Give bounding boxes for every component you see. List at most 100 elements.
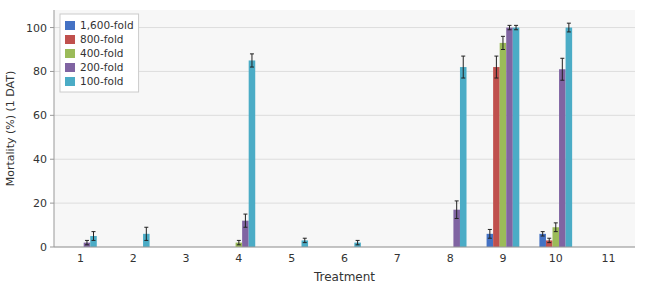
error-line xyxy=(245,214,246,227)
error-cap xyxy=(237,240,241,241)
error-cap xyxy=(461,56,465,57)
error-line xyxy=(516,25,517,29)
error-line xyxy=(86,240,87,244)
error-cap xyxy=(92,231,96,232)
tick-mark xyxy=(50,247,54,248)
error-bar xyxy=(356,240,360,244)
error-cap xyxy=(541,236,545,237)
tick-label: 1 xyxy=(77,252,84,265)
bar xyxy=(506,28,513,247)
error-cap xyxy=(567,23,571,24)
grid-line xyxy=(54,247,635,248)
legend-swatch xyxy=(65,77,75,86)
tick-label: 8 xyxy=(447,252,454,265)
bars xyxy=(84,23,572,247)
legend-swatch xyxy=(65,35,75,44)
tick-label: 60 xyxy=(33,109,47,122)
error-bar xyxy=(92,232,96,241)
error-cap xyxy=(92,240,96,241)
tick-mark xyxy=(50,27,54,28)
error-line xyxy=(509,25,510,29)
error-bar xyxy=(488,229,492,238)
plot-area xyxy=(54,10,635,247)
error-cap xyxy=(541,231,545,232)
y-axis: 020406080100 xyxy=(26,22,635,254)
error-bar xyxy=(461,56,465,78)
error-line xyxy=(562,58,563,80)
error-cap xyxy=(356,240,360,241)
bar xyxy=(493,67,500,247)
error-cap xyxy=(501,49,505,50)
grid-line xyxy=(54,203,635,204)
error-bar xyxy=(508,25,512,29)
error-line xyxy=(542,232,543,236)
error-line xyxy=(304,238,305,242)
error-bar xyxy=(455,201,459,219)
bar xyxy=(559,69,566,247)
tick-mark xyxy=(50,71,54,72)
error-cap xyxy=(514,29,518,30)
error-cap xyxy=(144,240,148,241)
error-line xyxy=(549,238,550,242)
x-axis: 1234567891011 xyxy=(77,252,616,265)
error-bar xyxy=(547,238,551,242)
error-bar xyxy=(560,58,564,80)
x-axis-title: Treatment xyxy=(313,270,375,284)
tick-label: 6 xyxy=(341,252,348,265)
tick-label: 5 xyxy=(288,252,295,265)
error-cap xyxy=(508,25,512,26)
error-cap xyxy=(494,78,498,79)
error-cap xyxy=(250,53,254,54)
error-cap xyxy=(501,36,505,37)
tick-mark xyxy=(50,159,54,160)
error-cap xyxy=(514,25,518,26)
error-cap xyxy=(461,78,465,79)
error-cap xyxy=(488,238,492,239)
error-cap xyxy=(488,229,492,230)
error-bar xyxy=(514,25,518,29)
legend-box xyxy=(60,14,139,92)
error-cap xyxy=(554,222,558,223)
error-bar xyxy=(243,214,247,227)
error-line xyxy=(555,223,556,232)
bar xyxy=(566,28,573,247)
tick-mark xyxy=(50,115,54,116)
error-line xyxy=(93,232,94,241)
legend-label: 1,600-fold xyxy=(80,19,134,31)
bar xyxy=(460,67,467,247)
chart: 0204060801001234567891011TreatmentMortal… xyxy=(0,0,645,289)
error-cap xyxy=(303,242,307,243)
error-cap xyxy=(144,227,148,228)
error-bar xyxy=(541,232,545,236)
error-bar xyxy=(303,238,307,242)
tick-label: 9 xyxy=(499,252,506,265)
bar xyxy=(513,28,520,247)
error-cap xyxy=(303,238,307,239)
legend-swatch xyxy=(65,49,75,58)
legend-swatch xyxy=(65,63,75,72)
tick-label: 3 xyxy=(183,252,190,265)
legend-label: 200-fold xyxy=(80,61,124,73)
grid-line xyxy=(54,71,635,72)
error-cap xyxy=(455,200,459,201)
grid-line xyxy=(54,159,635,160)
tick-label: 0 xyxy=(40,241,47,254)
error-bar xyxy=(250,54,254,67)
error-cap xyxy=(494,56,498,57)
bar xyxy=(539,234,546,247)
tick-label: 40 xyxy=(33,153,47,166)
bar xyxy=(249,60,256,247)
error-cap xyxy=(508,29,512,30)
error-cap xyxy=(85,240,89,241)
tick-mark xyxy=(50,203,54,204)
error-line xyxy=(251,54,252,67)
error-line xyxy=(489,229,490,238)
error-cap xyxy=(356,244,360,245)
error-line xyxy=(463,56,464,78)
x-axis-line xyxy=(54,247,635,248)
error-line xyxy=(146,227,147,240)
error-cap xyxy=(85,244,89,245)
error-bar xyxy=(501,36,505,49)
error-bar xyxy=(237,240,241,244)
tick-label: 7 xyxy=(394,252,401,265)
